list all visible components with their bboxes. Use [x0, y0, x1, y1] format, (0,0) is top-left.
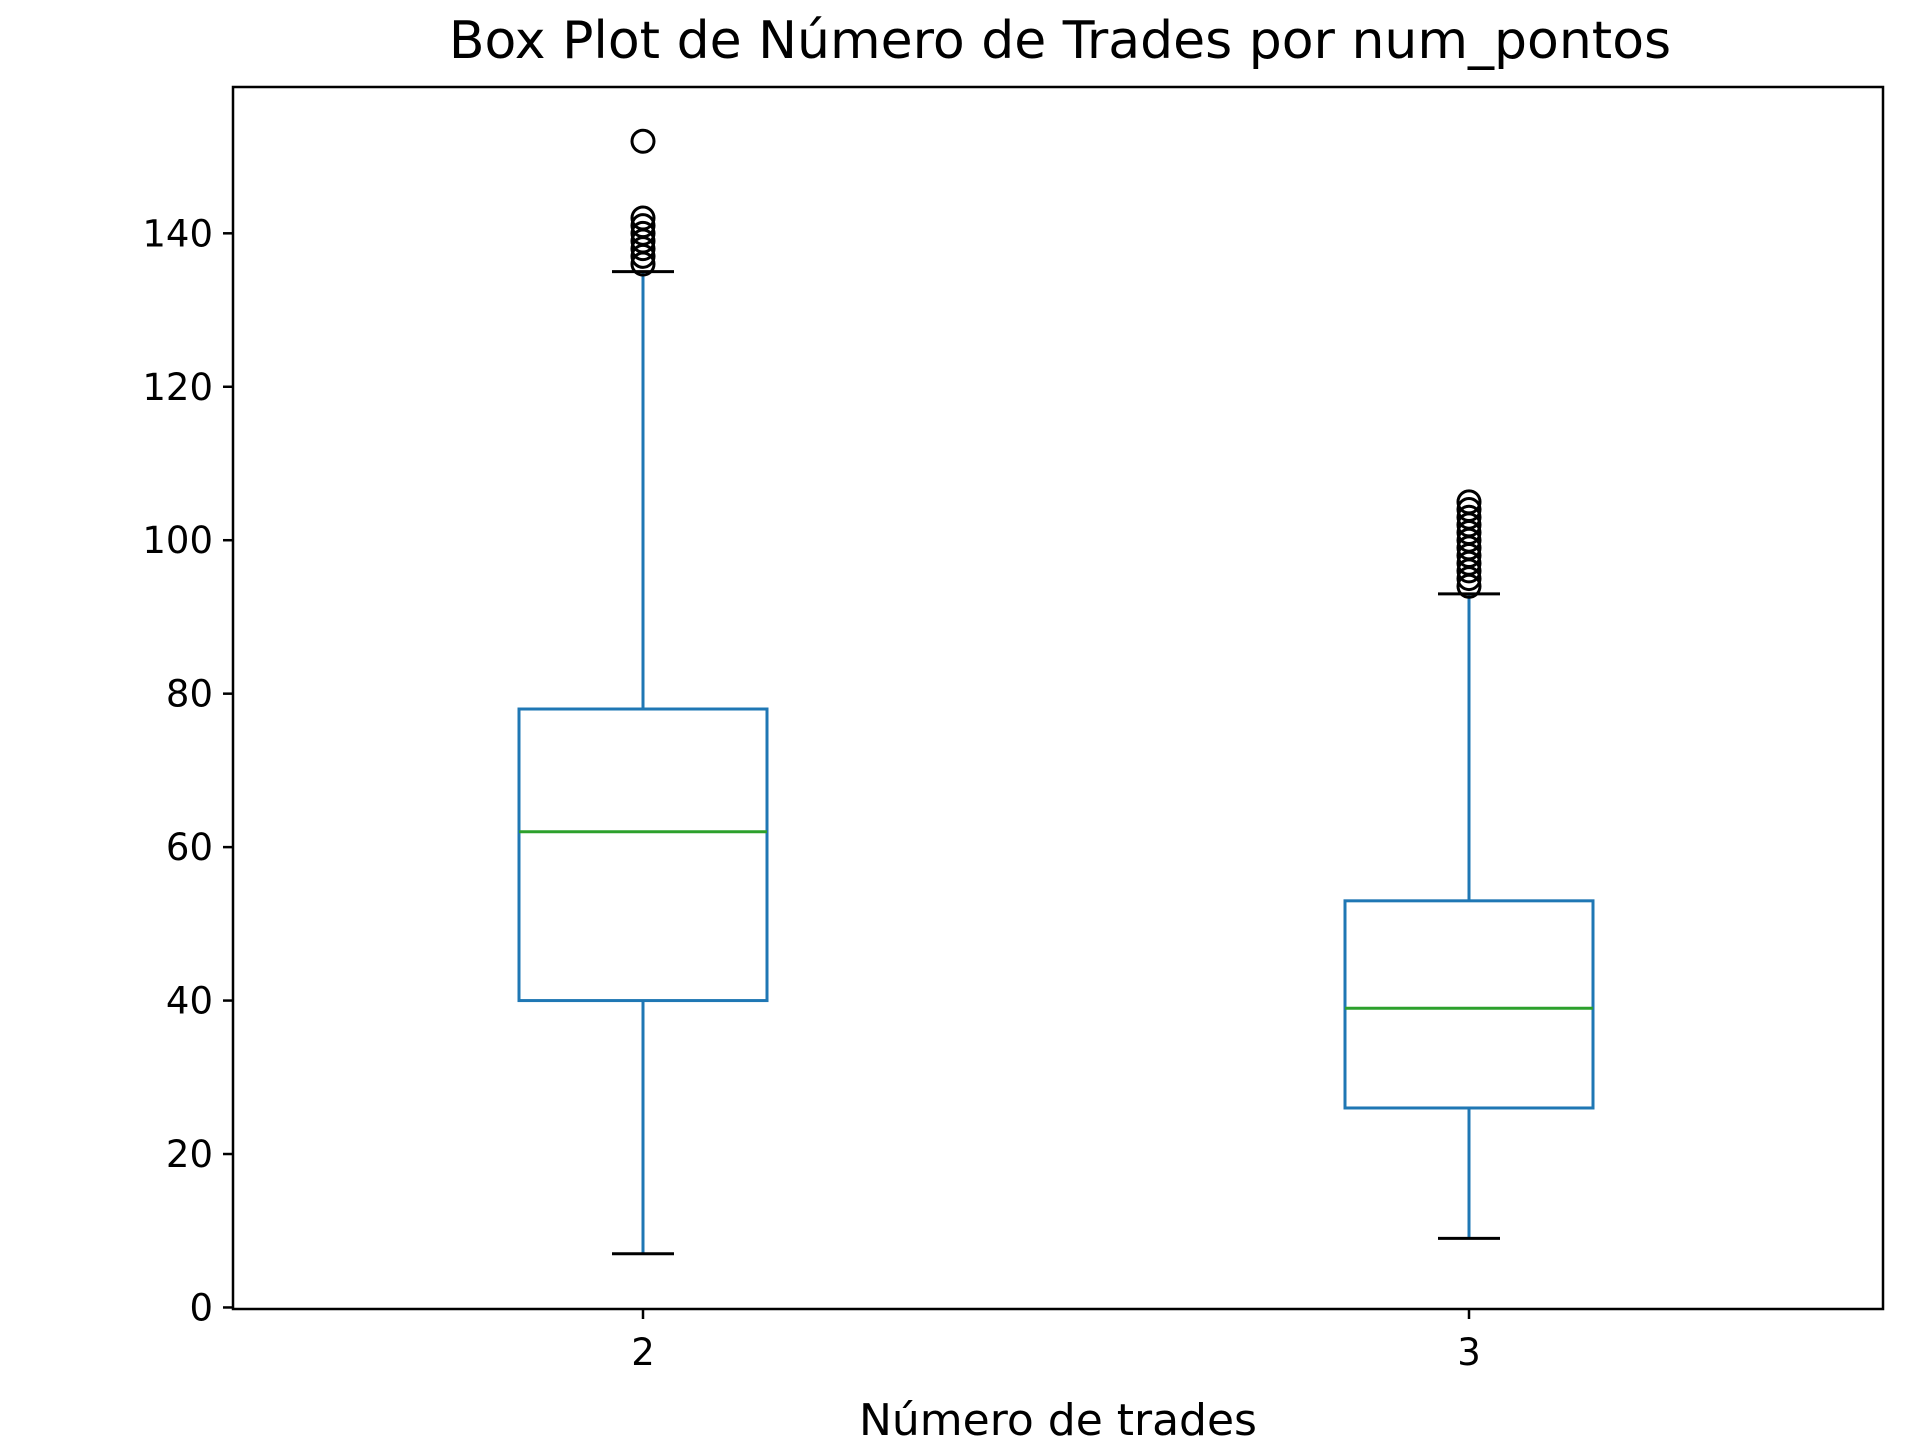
y-tick-label: 0: [189, 1286, 213, 1329]
box-iqr: [1343, 899, 1595, 1110]
box-iqr: [517, 707, 769, 1003]
outlier-point: [630, 213, 656, 239]
outlier-point: [1456, 489, 1482, 515]
outlier-point: [1456, 504, 1482, 530]
outlier-point: [630, 128, 656, 154]
y-tick-label: 140: [142, 212, 213, 255]
chart-title: Box Plot de Número de Trades por num_pon…: [449, 11, 1671, 71]
y-tick-label: 40: [166, 980, 213, 1023]
y-tick-label: 100: [142, 519, 213, 562]
outlier-point: [1456, 497, 1482, 523]
y-tick-label: 60: [166, 826, 213, 869]
plot-area-frame: [231, 85, 1885, 1311]
y-tick-label: 120: [142, 366, 213, 409]
outlier-point: [630, 220, 656, 246]
chart-marks: 0 20 40 60 80 100 120 140 2 3: [142, 128, 1595, 1374]
outlier-point: [630, 205, 656, 231]
x-axis-label: Número de trades: [859, 1395, 1257, 1440]
y-tick-label: 80: [166, 673, 213, 716]
x-tick-label: 3: [1457, 1331, 1481, 1374]
y-tick-label: 20: [166, 1133, 213, 1176]
x-tick-label: 2: [631, 1331, 655, 1374]
